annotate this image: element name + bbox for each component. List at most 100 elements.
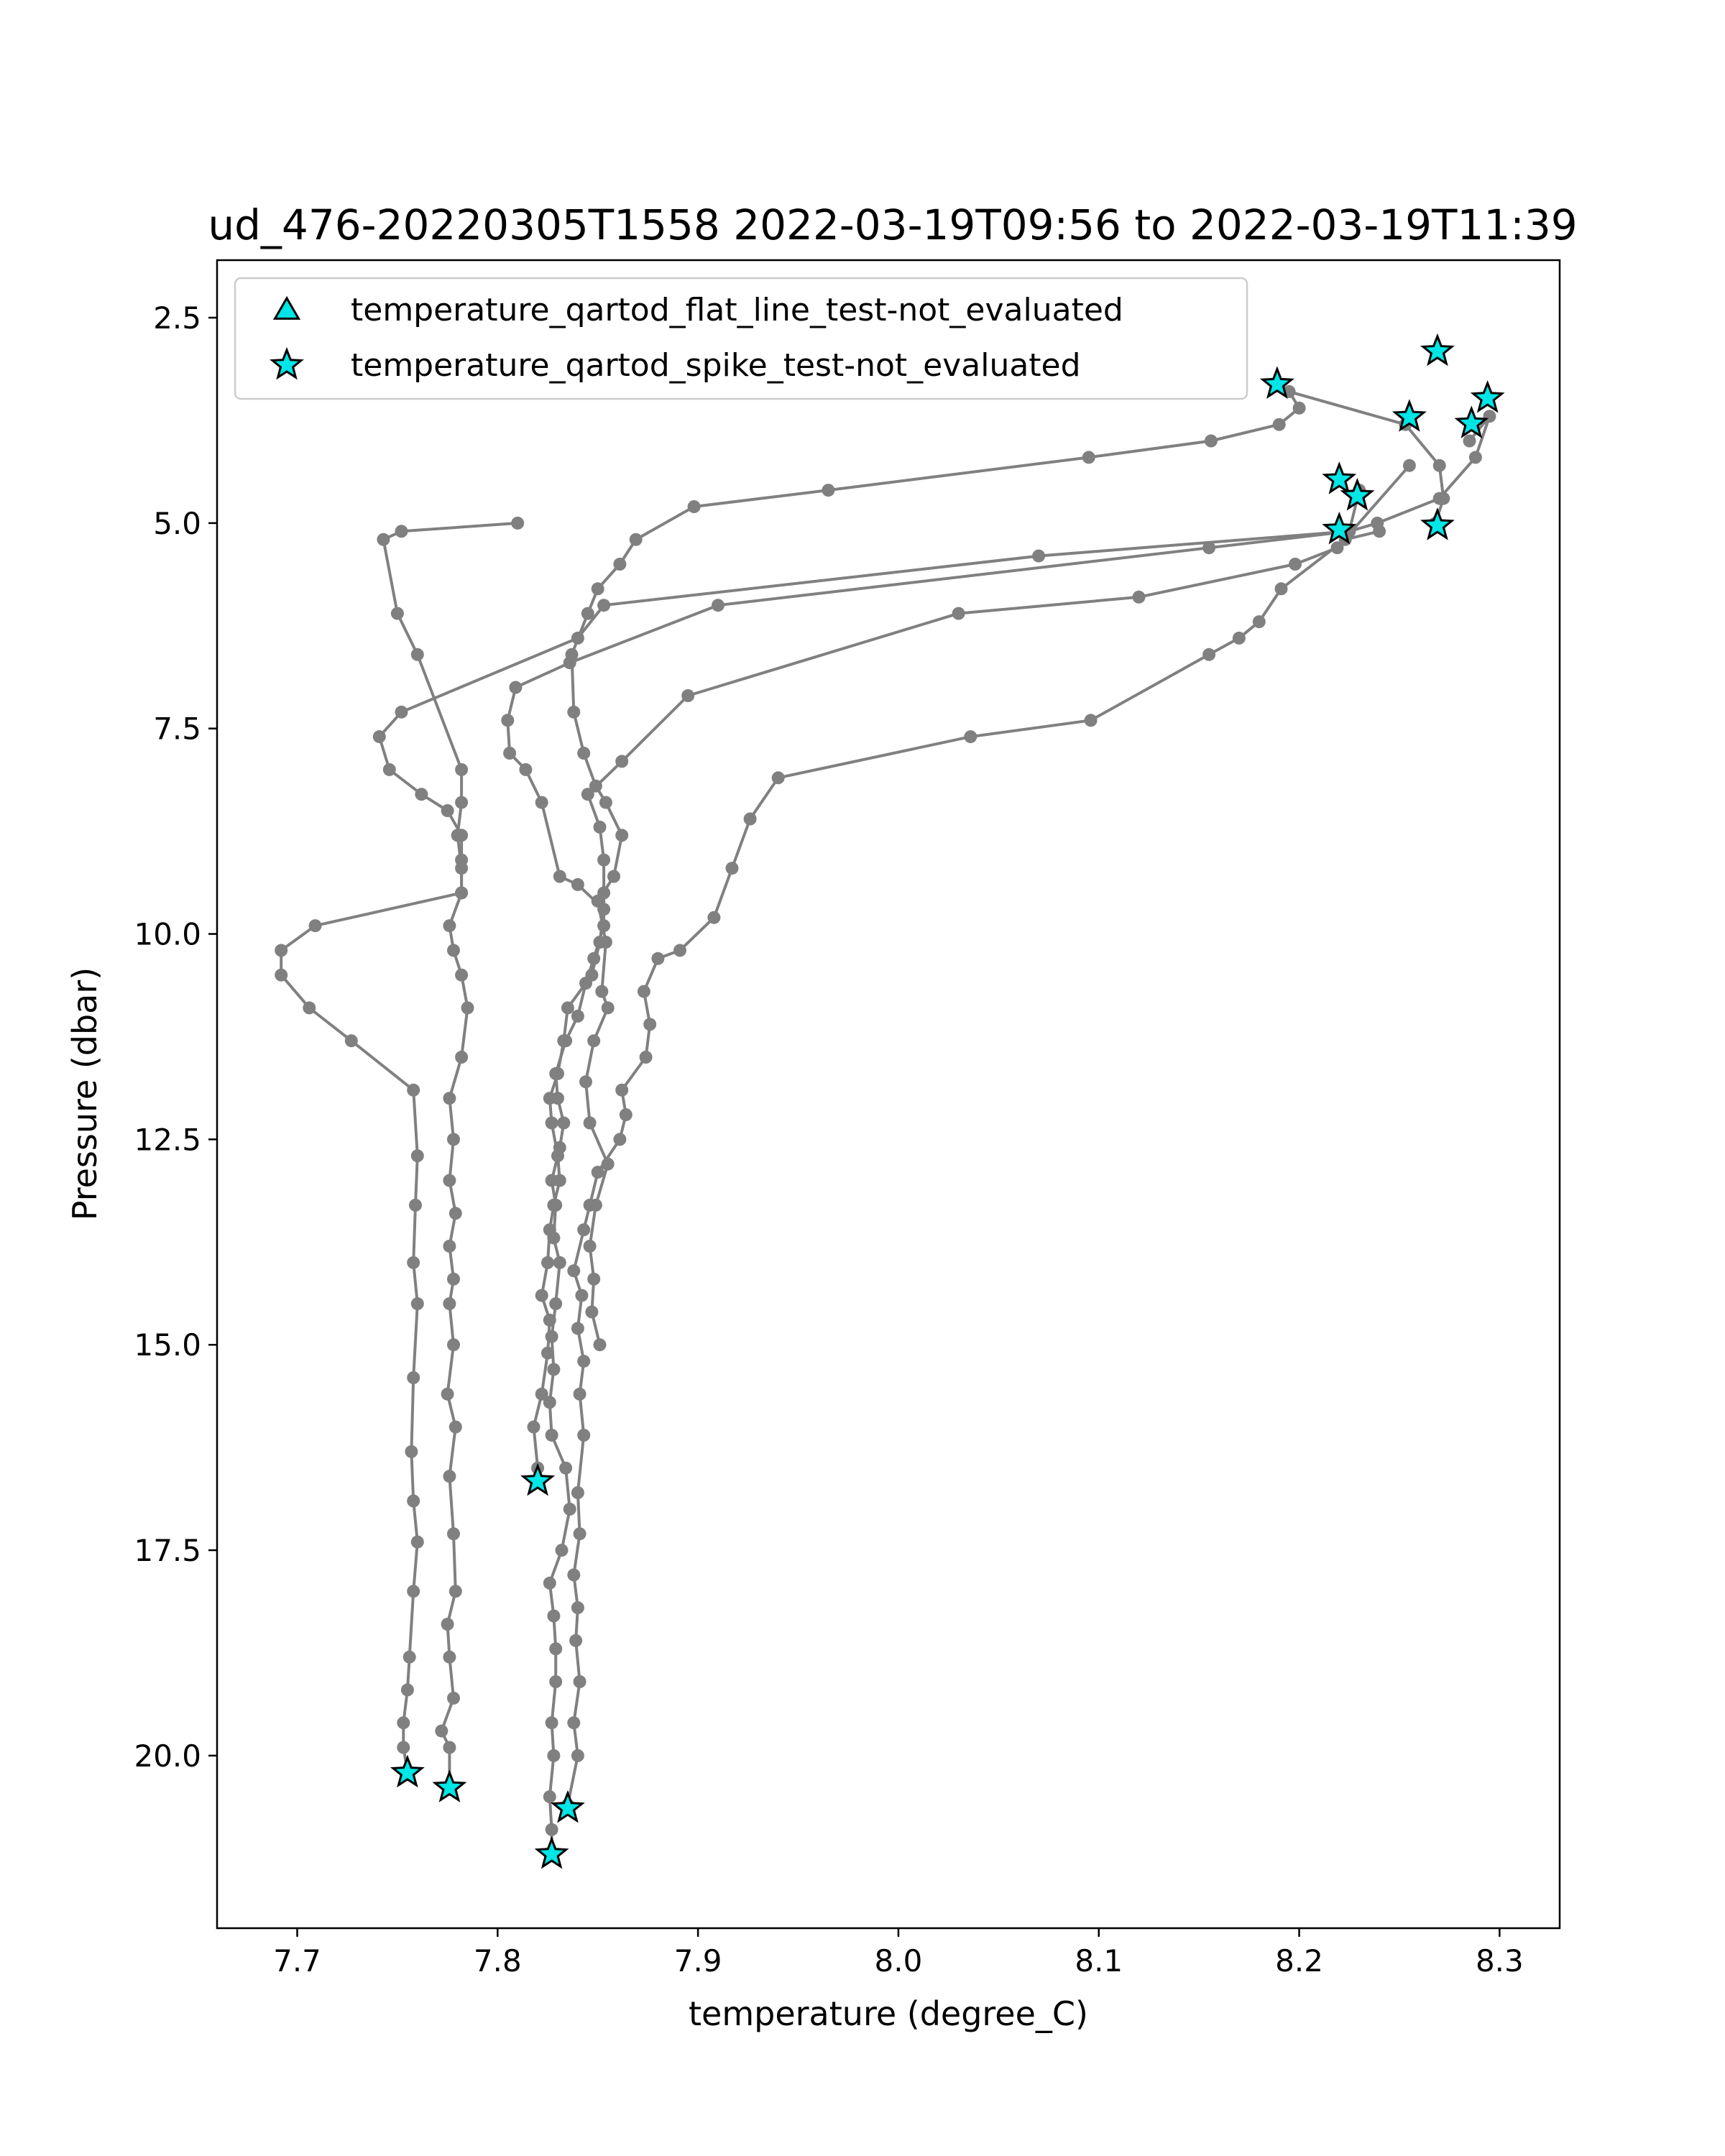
data-point [415,788,428,801]
data-point [1437,492,1450,505]
x-axis-label: temperature (degree_C) [689,1994,1088,2033]
legend-items: temperature_qartod_flat_line_test-not_ev… [270,292,1123,384]
data-point [822,484,835,497]
data-point [448,1585,462,1598]
data-point [443,919,456,933]
data-point [643,1018,657,1031]
data-point [535,1289,548,1302]
data-point [593,820,607,834]
data-point [577,1429,591,1442]
y-tick-label: 20.0 [134,1738,201,1774]
data-point [571,1486,584,1499]
data-point [503,747,517,760]
data-point [597,853,611,867]
data-point [509,681,523,694]
spike-test-flag-marker [1322,511,1357,545]
data-point [372,730,386,744]
data-point [409,1198,422,1212]
data-point [397,1716,410,1730]
data-point [443,1092,456,1105]
data-point [571,1601,584,1615]
flat-line-legend-marker [272,295,301,320]
data-point [599,796,612,809]
data-point [447,1272,460,1286]
data-point [615,1083,629,1097]
legend-label: temperature_qartod_flat_line_test-not_ev… [351,292,1123,328]
data-point [443,1174,456,1187]
data-point [559,1461,573,1475]
data-point [563,1502,576,1516]
data-point [577,1223,591,1237]
data-point [397,1741,410,1754]
data-point [593,1338,607,1352]
data-point [583,1240,597,1253]
data-point [553,1256,566,1269]
data-point [501,714,515,727]
data-point [597,599,611,612]
data-point [535,796,548,809]
data-point [447,1133,460,1146]
data-point [681,689,695,702]
data-point [543,1790,556,1804]
data-point [743,812,757,826]
data-point [1272,418,1286,431]
y-tick-label: 5.0 [153,506,201,541]
data-point [1082,451,1095,464]
legend-box [234,277,1248,400]
data-point [275,968,288,982]
data-point [1402,459,1416,472]
data-point [447,1691,460,1705]
data-point [579,1075,592,1089]
data-point [551,1149,564,1163]
data-point [581,788,594,801]
data-point [1371,516,1384,530]
data-point [410,1149,424,1163]
y-tick-label: 15.0 [134,1327,201,1363]
data-point [585,1305,599,1319]
data-point [448,1420,462,1434]
data-point [571,1322,584,1335]
data-point [447,1338,460,1352]
data-point [275,944,288,957]
data-point [589,1198,602,1212]
data-point [964,730,978,744]
data-point [577,1355,591,1368]
data-point [571,1009,584,1023]
data-point [541,1346,554,1360]
data-point [1432,459,1446,472]
data-point [1292,401,1306,415]
data-point [771,771,785,785]
data-point [577,747,591,760]
spike-test-flag-marker [1420,507,1455,540]
data-point [553,1174,566,1187]
x-tick-label: 7.7 [273,1943,321,1978]
x-tick-label: 8.2 [1275,1943,1323,1978]
data-point [607,870,620,883]
data-point [405,1445,418,1458]
data-point [407,1585,420,1598]
data-point [575,1289,589,1302]
data-point [1252,615,1266,629]
data-point [443,1297,456,1311]
data-point [553,870,566,883]
data-point [303,1001,316,1015]
data-point [571,1749,584,1762]
data-point [591,894,604,908]
spike-test-flag-marker [1454,405,1489,438]
data-point [441,1387,454,1401]
data-point [443,1741,456,1754]
data-point [344,1034,358,1048]
data-point [455,968,469,982]
data-point [591,1166,604,1179]
data-point [545,1116,558,1130]
data-point [541,1256,554,1269]
data-point [1330,541,1344,555]
data-point [1202,541,1216,555]
spike-test-flag-marker [520,1462,556,1496]
y-axis-label: Pressure (dbar) [65,967,104,1220]
spike-test-flag-marker [1340,477,1375,511]
data-point [543,1223,556,1237]
spike-test-flag-marker [432,1769,467,1802]
data-point [1289,558,1302,571]
x-tick-label: 8.0 [875,1943,923,1978]
